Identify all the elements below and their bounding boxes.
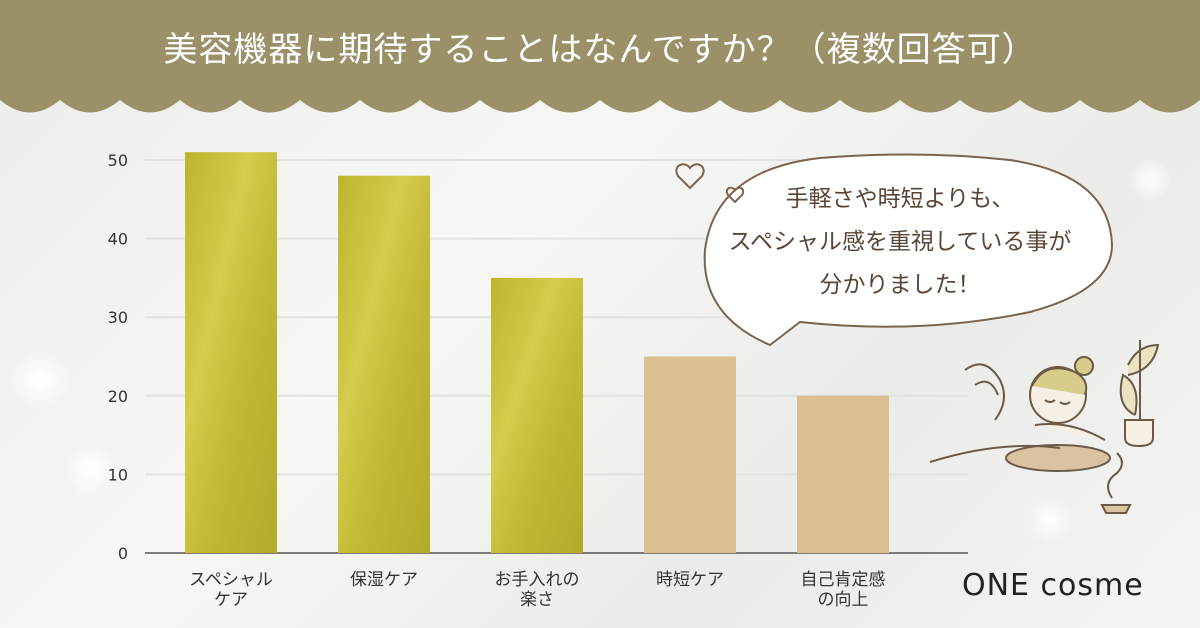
y-tick-label: 0: [118, 544, 128, 563]
x-tick-label: お手入れの 楽さ: [494, 570, 580, 610]
y-tick-label: 10: [108, 465, 128, 484]
bar: [797, 395, 889, 553]
bar: [185, 152, 277, 553]
bubble-line-2: スペシャル感を重視している事が: [728, 229, 1072, 255]
y-tick-label: 20: [108, 387, 128, 406]
x-tick-label: スペシャル ケア: [189, 570, 273, 610]
x-tick-label: 保湿ケア: [350, 570, 418, 590]
x-tick-label: 時短ケア: [656, 570, 724, 590]
bar: [491, 277, 583, 553]
heart-icon: [675, 163, 705, 190]
y-tick-label: 50: [108, 151, 128, 170]
bubble-line-3: 分かりました！: [819, 272, 981, 298]
y-tick-label: 40: [108, 230, 128, 249]
brand-logo: ONE cosme: [962, 568, 1144, 603]
y-tick-label: 30: [108, 308, 128, 327]
header-band: 美容機器に期待することはなんですか？（複数回答可）: [0, 0, 1200, 120]
x-tick-label: 自己肯定感 の向上: [800, 570, 886, 610]
heart-icon-small: [725, 186, 745, 204]
bubble-line-1: 手軽さや時短よりも、: [785, 186, 1015, 212]
bar: [644, 356, 736, 553]
bar: [338, 175, 430, 553]
bubble-text: 手軽さや時短よりも、 スペシャル感を重視している事が 分かりました！: [700, 178, 1100, 307]
header-wave: [0, 0, 1200, 113]
page-title: 美容機器に期待することはなんですか？（複数回答可）: [163, 30, 1037, 70]
